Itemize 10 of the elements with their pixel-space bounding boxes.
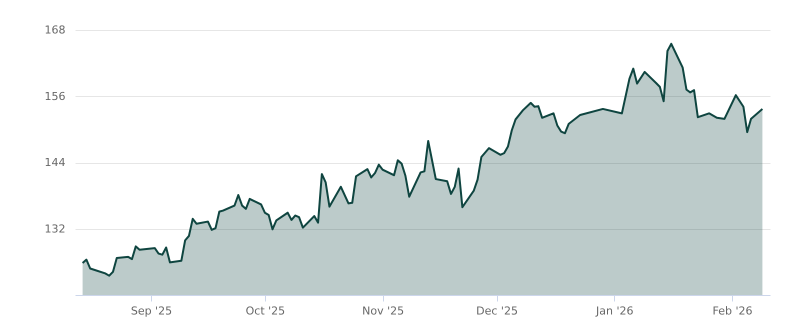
y-tick-label: 144 xyxy=(44,156,66,169)
x-tick-label: Jan '26 xyxy=(595,304,634,318)
y-tick-label: 168 xyxy=(44,24,66,36)
x-tick-label: Dec '25 xyxy=(476,304,518,318)
x-tick-label: Feb '26 xyxy=(712,304,753,318)
x-tick-label: Sep '25 xyxy=(130,304,172,318)
y-tick-label: 156 xyxy=(44,90,66,103)
x-tick-label: Oct '25 xyxy=(246,304,286,318)
x-tick-label: Nov '25 xyxy=(362,304,404,318)
y-tick-label: 132 xyxy=(44,222,66,236)
